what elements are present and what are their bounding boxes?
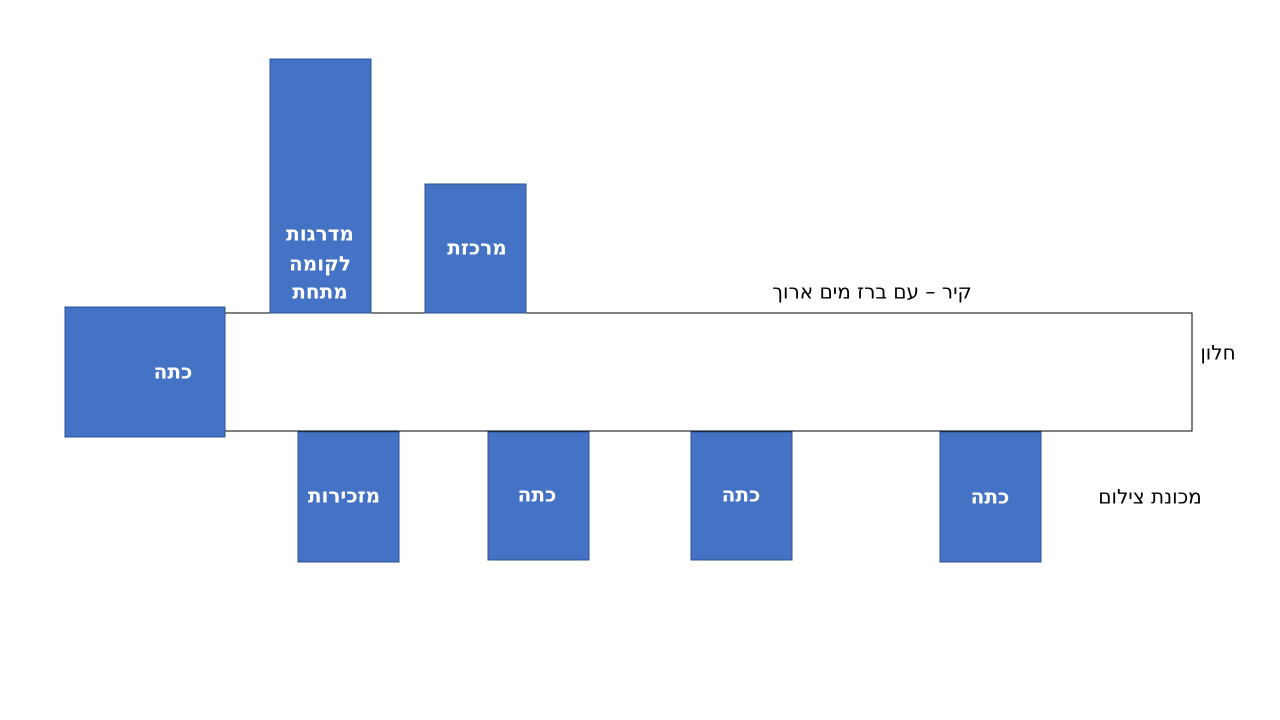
room: [939, 431, 1042, 563]
room-label: מזכירות: [308, 484, 380, 508]
copier-label: מכונת צילום: [1098, 485, 1202, 509]
room: [424, 183, 527, 314]
room: [64, 306, 226, 438]
wall-label: קיר – עם ברז מים ארוך: [772, 280, 971, 304]
corridor: [224, 312, 1193, 432]
room-label: כתה: [971, 485, 1010, 509]
room-label: כתה: [722, 483, 761, 507]
stairs-label: מתחת: [292, 280, 348, 304]
room-label: כתה: [518, 483, 557, 507]
room-label: כתה: [154, 360, 193, 384]
window-label: חלון: [1200, 341, 1235, 365]
room-label: מרכזת: [447, 236, 507, 260]
room: [690, 431, 793, 561]
room: [487, 431, 590, 561]
stairs-label: מדרגות: [286, 222, 354, 246]
stairs: [269, 58, 372, 314]
room: [297, 431, 400, 563]
stairs-label: לקומה: [289, 252, 351, 276]
